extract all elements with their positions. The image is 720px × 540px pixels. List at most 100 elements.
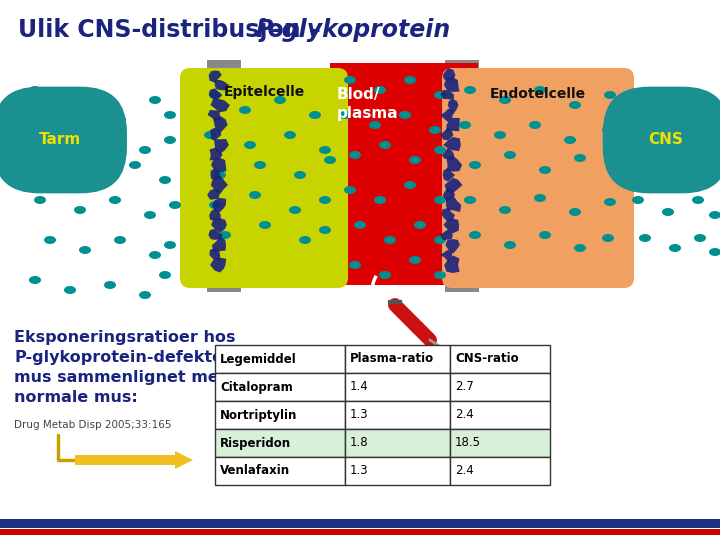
FancyBboxPatch shape [180, 68, 348, 288]
Bar [215, 401, 345, 429]
Ellipse shape [219, 231, 231, 239]
Text: 1.3: 1.3 [350, 464, 369, 477]
Ellipse shape [59, 171, 71, 179]
PathPatch shape [210, 148, 222, 160]
Ellipse shape [159, 176, 171, 184]
Ellipse shape [54, 106, 66, 114]
Text: P-glykoprotein: P-glykoprotein [256, 18, 451, 42]
PathPatch shape [443, 68, 456, 81]
Ellipse shape [79, 246, 91, 254]
PathPatch shape [446, 195, 462, 212]
Ellipse shape [29, 276, 41, 284]
Ellipse shape [569, 101, 581, 109]
Ellipse shape [669, 154, 681, 162]
Ellipse shape [34, 196, 46, 204]
Bar [207, 60, 241, 82]
Ellipse shape [469, 161, 481, 169]
Bar [345, 345, 450, 373]
Ellipse shape [604, 198, 616, 206]
Ellipse shape [274, 96, 286, 104]
Ellipse shape [344, 76, 356, 84]
Ellipse shape [94, 166, 106, 174]
Ellipse shape [564, 136, 576, 144]
Text: 1.3: 1.3 [350, 408, 369, 422]
PathPatch shape [212, 198, 226, 212]
Ellipse shape [164, 136, 176, 144]
Ellipse shape [629, 126, 641, 134]
Text: 1.8: 1.8 [350, 436, 369, 449]
Ellipse shape [689, 91, 701, 99]
Ellipse shape [84, 96, 96, 104]
Ellipse shape [659, 136, 671, 144]
Ellipse shape [434, 146, 446, 154]
Text: P-glykoprotein-defekte: P-glykoprotein-defekte [14, 350, 223, 365]
Ellipse shape [709, 141, 720, 149]
Ellipse shape [109, 196, 121, 204]
PathPatch shape [440, 90, 454, 100]
Ellipse shape [434, 196, 446, 204]
Ellipse shape [499, 96, 511, 104]
Bar [207, 274, 241, 292]
Ellipse shape [44, 236, 56, 244]
PathPatch shape [214, 139, 229, 154]
Ellipse shape [114, 116, 126, 124]
PathPatch shape [444, 255, 459, 273]
PathPatch shape [442, 147, 454, 160]
Text: Blod/
plasma: Blod/ plasma [337, 87, 399, 121]
Ellipse shape [569, 208, 581, 216]
Ellipse shape [344, 186, 356, 194]
Text: mus sammenlignet med: mus sammenlignet med [14, 370, 230, 385]
Ellipse shape [74, 206, 86, 214]
Bar [0, 519, 720, 528]
Text: Legemiddel: Legemiddel [220, 353, 297, 366]
Ellipse shape [434, 271, 446, 279]
PathPatch shape [444, 178, 462, 193]
Ellipse shape [464, 86, 476, 94]
Ellipse shape [354, 221, 366, 229]
Ellipse shape [244, 141, 256, 149]
Ellipse shape [319, 146, 331, 154]
Ellipse shape [239, 106, 251, 114]
Bar [215, 373, 345, 401]
Ellipse shape [464, 196, 476, 204]
Bar [215, 457, 345, 485]
Text: 1.4: 1.4 [350, 381, 369, 394]
Ellipse shape [539, 231, 551, 239]
Ellipse shape [499, 206, 511, 214]
Ellipse shape [399, 111, 411, 119]
Ellipse shape [434, 236, 446, 244]
Ellipse shape [64, 286, 76, 294]
PathPatch shape [441, 230, 453, 240]
Ellipse shape [504, 241, 516, 249]
Ellipse shape [319, 226, 331, 234]
Text: CNS: CNS [649, 132, 683, 147]
PathPatch shape [444, 219, 459, 233]
Ellipse shape [69, 141, 81, 149]
Ellipse shape [349, 151, 361, 159]
Ellipse shape [104, 281, 116, 289]
PathPatch shape [448, 99, 459, 114]
Ellipse shape [534, 86, 546, 94]
PathPatch shape [207, 110, 220, 121]
Text: Endotelcelle: Endotelcelle [490, 87, 586, 101]
Ellipse shape [164, 241, 176, 249]
PathPatch shape [211, 218, 227, 233]
Ellipse shape [669, 244, 681, 252]
Bar [330, 63, 478, 285]
Ellipse shape [159, 271, 171, 279]
PathPatch shape [211, 175, 228, 194]
Ellipse shape [504, 151, 516, 159]
Text: Eksponeringsratioer hos: Eksponeringsratioer hos [14, 330, 235, 345]
Ellipse shape [144, 211, 156, 219]
Bar [445, 274, 479, 292]
Ellipse shape [374, 196, 386, 204]
Text: CNS-ratio: CNS-ratio [455, 353, 518, 366]
PathPatch shape [443, 188, 455, 201]
Ellipse shape [139, 146, 151, 154]
FancyBboxPatch shape [442, 68, 634, 288]
Ellipse shape [459, 121, 471, 129]
Text: Ulik CNS-distribusjon –: Ulik CNS-distribusjon – [18, 18, 329, 42]
Ellipse shape [384, 236, 396, 244]
Bar [345, 373, 450, 401]
Ellipse shape [104, 126, 116, 134]
